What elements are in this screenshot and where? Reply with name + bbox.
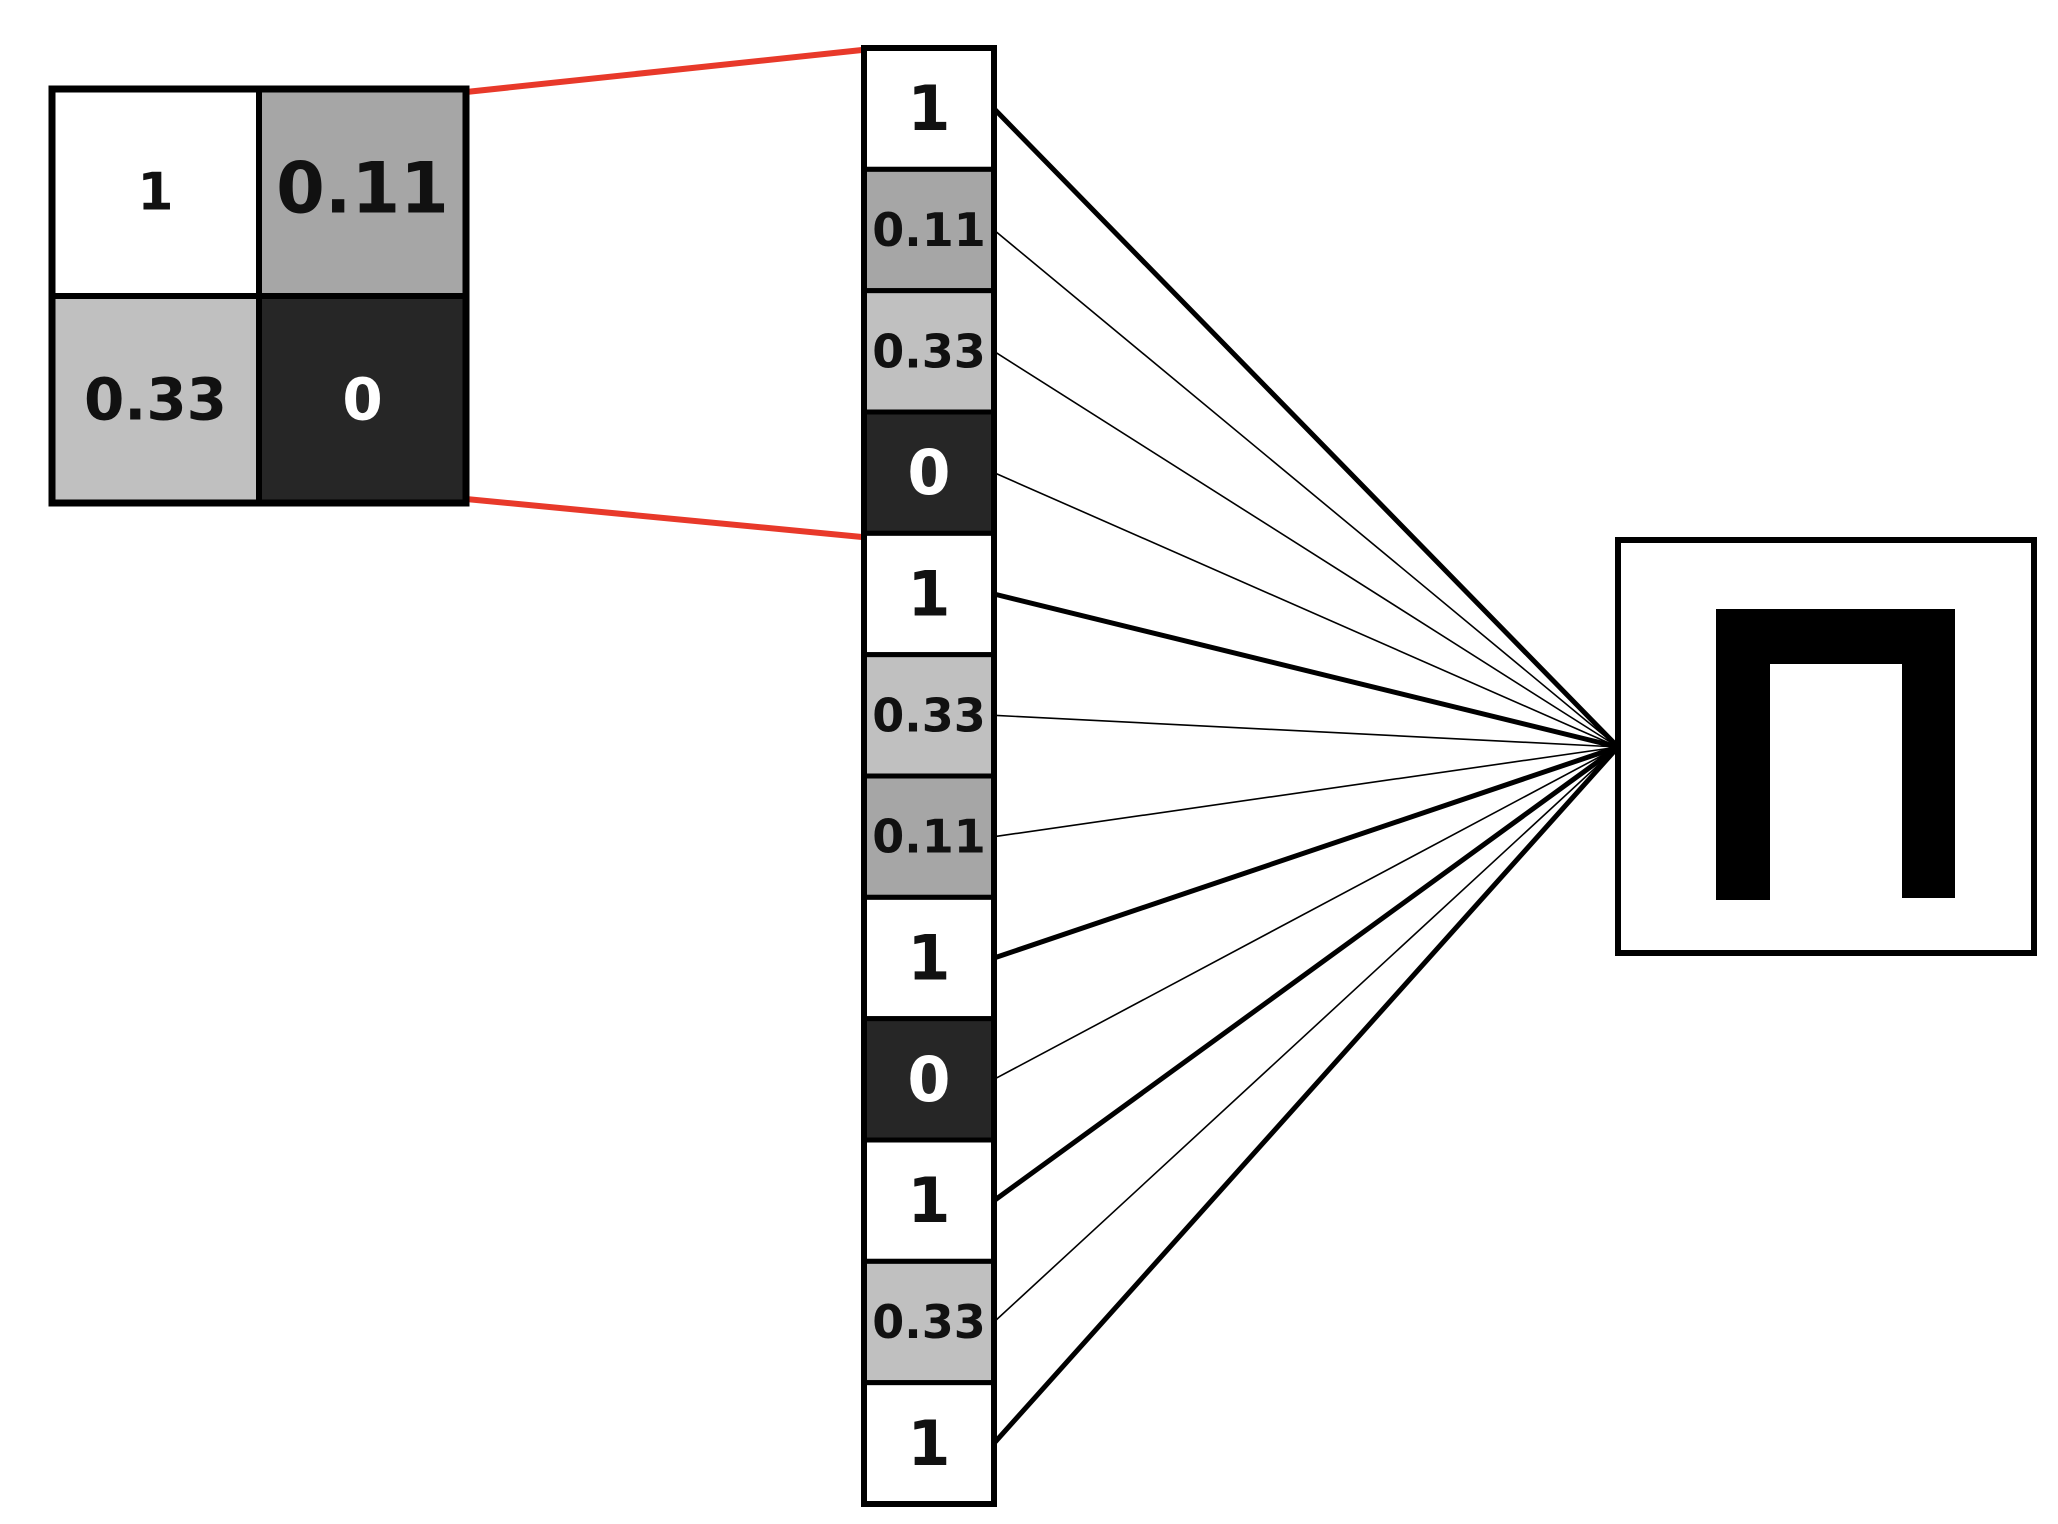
- connection-line: [993, 229, 1619, 748]
- grid-cell: [256, 86, 469, 299]
- vector-cell-value: 0.33: [872, 688, 986, 742]
- vector-cell-value: 1: [907, 922, 950, 995]
- grid-cell-value: 0.33: [84, 366, 227, 434]
- input-grid-2x2: 1 0.11 0.33 0: [48, 85, 470, 507]
- vector-cell-value: 1: [907, 558, 950, 631]
- output-node: [1615, 537, 2037, 956]
- pi-symbol-icon: [1716, 609, 1955, 900]
- grid-cell-value: 0: [342, 366, 382, 434]
- connection-line: [992, 106, 1620, 749]
- zoom-line-bottom: [465, 496, 863, 540]
- grid-cell-value: 1: [137, 163, 173, 223]
- vector-cell-value: 1: [907, 72, 950, 145]
- vector-cell-value: 1: [907, 1407, 950, 1480]
- connection-line: [993, 746, 1619, 1323]
- connection-line: [993, 471, 1619, 748]
- vector-cell: [861, 773, 997, 900]
- grid-cell-value: 0.11: [276, 148, 449, 230]
- connection-line: [993, 746, 1619, 838]
- connection-line: [993, 746, 1619, 1081]
- connection-line: [992, 744, 1620, 1203]
- connection-line: [992, 745, 1620, 1446]
- vector-cell-value: 0.33: [872, 1295, 986, 1349]
- output-box: [1615, 537, 2037, 956]
- vector-cell-value: 0.33: [872, 324, 986, 378]
- vector-cell-value: 0: [907, 436, 950, 509]
- vector-cell-value: 0: [907, 1043, 950, 1116]
- vector-border: [861, 45, 997, 1507]
- zoom-line-top: [465, 47, 863, 95]
- connection-line: [993, 591, 1619, 750]
- connection-lines: [992, 106, 1620, 1446]
- flattened-vector: 1 0.11 0.33 0 1 0.33 0.11 1 0 1 0.33 1: [861, 45, 997, 1507]
- vector-cell-value: 1: [907, 1164, 950, 1237]
- grid-border: [48, 85, 470, 507]
- connection-line: [993, 714, 1619, 748]
- vector-cell: [861, 1016, 997, 1143]
- vector-cell-value: 0.11: [872, 810, 986, 864]
- vector-cell-value: 0.11: [872, 203, 986, 257]
- connection-line: [993, 744, 1619, 961]
- connection-line: [993, 350, 1619, 748]
